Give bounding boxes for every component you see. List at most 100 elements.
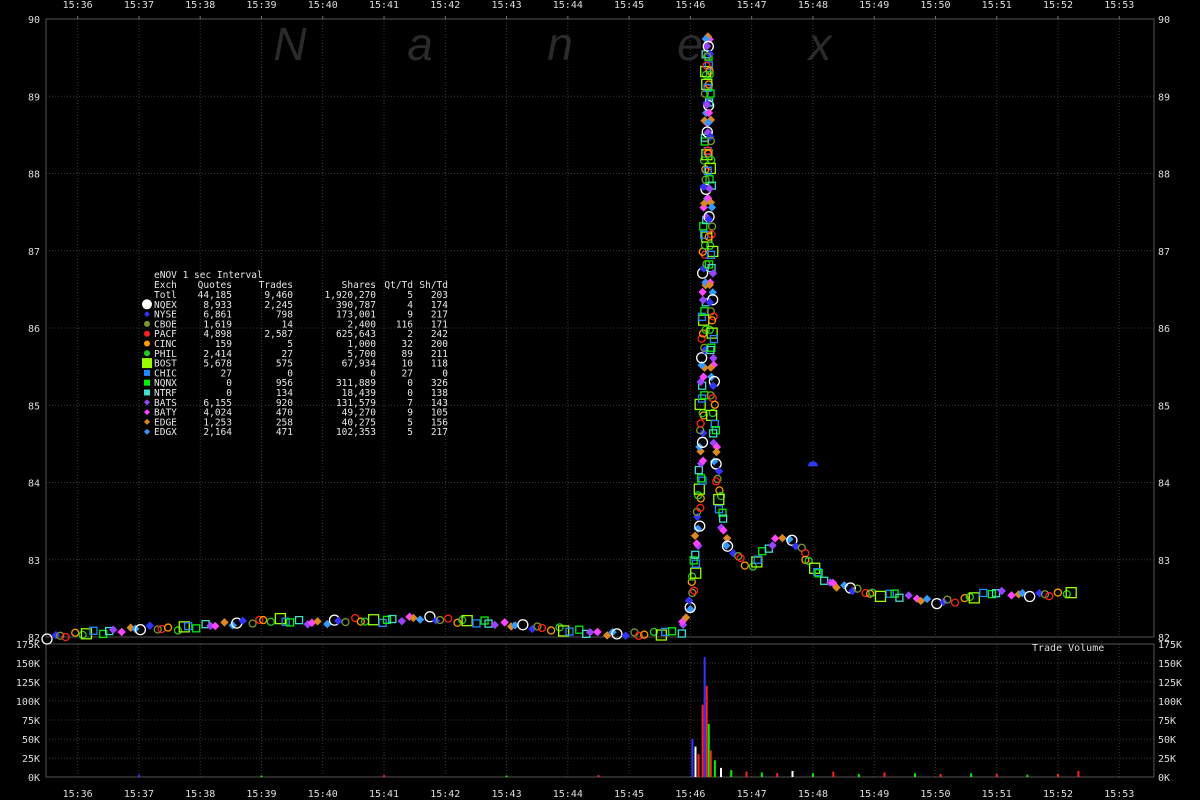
legend-cell: 18,439 [342, 388, 377, 399]
trade-point [153, 625, 162, 634]
x-tick-top: 15:47 [737, 0, 767, 11]
volume-y-tick-right: 50K [1158, 735, 1176, 746]
volume-bar [703, 656, 706, 777]
volume-bar [730, 770, 733, 777]
trade-point [751, 556, 763, 568]
x-tick-bottom: 15:49 [859, 789, 889, 800]
trade-point [192, 624, 201, 633]
trade-point [602, 631, 612, 640]
volume-bar [857, 773, 860, 777]
trade-point [41, 633, 53, 645]
watermark-letter: a [407, 18, 433, 70]
x-tick-bottom: 15:39 [246, 789, 276, 800]
legend-column-header: Sh/Td [419, 280, 448, 291]
trade-point [895, 593, 904, 602]
trade-point [758, 547, 767, 556]
trade-point [740, 561, 750, 570]
legend-cell: 8,933 [203, 300, 232, 311]
trade-point [705, 298, 714, 307]
legend-cell: 0 [370, 368, 376, 379]
trade-point [696, 436, 709, 448]
volume-bar [883, 772, 886, 777]
trade-point [706, 345, 715, 355]
trade-point [677, 629, 687, 638]
y-tick-left: 90 [28, 15, 40, 26]
legend-cell: 27 [282, 349, 293, 360]
legend-column-header: Qt/Td [384, 280, 413, 291]
trade-point [706, 250, 716, 259]
trade-point [844, 582, 857, 594]
legend-marker [142, 299, 152, 310]
volume-y-tick-left: 50K [22, 735, 40, 746]
volume-y-tick-right: 175K [1158, 640, 1182, 651]
trade-point [285, 618, 295, 627]
trade-point [500, 618, 509, 627]
trade-point [820, 576, 829, 585]
legend-cell: 44,185 [198, 290, 232, 301]
legend-cell: 171 [431, 319, 448, 330]
volume-bar [694, 746, 697, 777]
y-tick-left: 87 [28, 247, 40, 258]
trade-points [41, 32, 1077, 645]
x-tick-top: 15:45 [614, 0, 644, 11]
trade-point [259, 615, 268, 625]
volume-bar [720, 767, 723, 777]
trade-point [707, 294, 719, 306]
legend-cell: 798 [276, 310, 293, 321]
volume-bar [745, 771, 748, 777]
volume-y-tick-right: 125K [1158, 678, 1182, 689]
trade-point [701, 325, 710, 334]
legend-cell: 956 [276, 378, 293, 389]
legend-marker [144, 428, 150, 435]
volume-y-tick-left: 150K [16, 659, 40, 670]
trade-point [939, 597, 948, 607]
trade-point [1045, 592, 1054, 601]
volume-y-tick-right: 100K [1158, 697, 1182, 708]
trade-point [705, 325, 714, 335]
trade-point [444, 614, 453, 623]
volume-y-tick-right: 0K [1158, 773, 1170, 784]
volume-y-tick-right: 25K [1158, 754, 1176, 765]
legend-cell: 27 [402, 368, 413, 379]
trade-point [517, 619, 529, 631]
trade-point [706, 241, 715, 250]
watermark-letter: x [807, 18, 834, 70]
trade-point [490, 620, 499, 630]
trade-point [705, 184, 714, 193]
trade-point [692, 539, 701, 548]
volume-bar [697, 754, 700, 777]
trade-point [678, 617, 687, 626]
legend-cell: 0 [442, 368, 448, 379]
trade-point [706, 363, 716, 372]
trade-point [696, 377, 705, 387]
legend-cell: 2,400 [347, 319, 376, 330]
trade-point [184, 622, 193, 631]
x-tick-top: 15:37 [124, 0, 154, 11]
volume-bar [970, 773, 973, 777]
trade-point [706, 327, 718, 339]
trade-point [736, 553, 745, 563]
trade-point [707, 316, 717, 325]
legend-marker [144, 311, 150, 318]
volume-y-tick-left: 25K [22, 754, 40, 765]
trade-point [388, 614, 397, 624]
volume-bar [707, 723, 710, 777]
trade-point [649, 627, 659, 637]
y-tick-left: 83 [28, 556, 40, 567]
x-tick-bottom: 15:43 [492, 789, 522, 800]
legend-cell: 5 [287, 339, 293, 350]
trade-point [703, 146, 713, 155]
trade-point [134, 624, 147, 636]
legend-cell: 174 [431, 300, 448, 311]
legend-cell: 326 [431, 378, 448, 389]
legend-cell: 10 [402, 359, 414, 370]
x-tick-bottom: 15:47 [737, 789, 767, 800]
trade-point [719, 526, 728, 535]
legend-cell: 5,700 [347, 349, 376, 360]
legend-cell: 1,619 [203, 319, 232, 330]
legend-marker [144, 320, 150, 327]
trade-point [874, 590, 887, 603]
volume-bar [705, 685, 708, 777]
trade-point [565, 627, 574, 636]
trade-point [1024, 590, 1036, 603]
